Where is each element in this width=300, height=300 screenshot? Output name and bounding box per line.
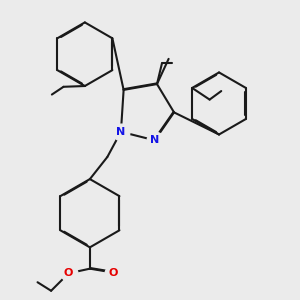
Text: N: N: [150, 135, 159, 145]
Text: O: O: [109, 268, 118, 278]
Text: O: O: [64, 268, 73, 278]
Text: N: N: [116, 127, 125, 137]
